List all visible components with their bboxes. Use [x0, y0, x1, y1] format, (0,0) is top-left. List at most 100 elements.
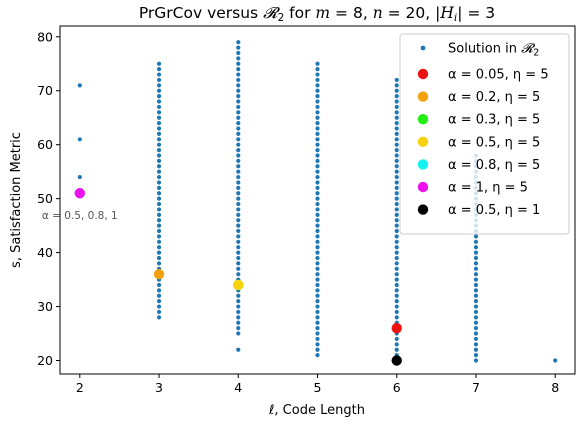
solution-point — [315, 137, 320, 142]
solution-point — [473, 347, 479, 352]
solution-point — [156, 304, 162, 309]
solution-point — [236, 137, 241, 142]
solution-point — [394, 299, 399, 304]
solution-point — [315, 180, 320, 185]
solution-point — [156, 158, 162, 163]
y-axis-label: s, Satisfaction Metric — [9, 132, 24, 268]
solution-point — [473, 304, 479, 309]
solution-point — [315, 99, 320, 104]
solution-point — [156, 126, 162, 131]
legend-label-4: α = 0.8, η = 5 — [448, 158, 540, 173]
solution-point — [236, 104, 241, 110]
solution-point — [156, 115, 162, 120]
solution-point — [236, 315, 241, 320]
solution-point — [236, 110, 241, 115]
legend-marker-5 — [417, 181, 429, 193]
highlight-point-6 — [391, 355, 402, 366]
solution-point — [236, 153, 241, 158]
solution-point — [315, 169, 320, 174]
solution-point — [473, 266, 479, 271]
solution-point — [315, 353, 320, 358]
legend-marker-1 — [417, 91, 429, 102]
solution-point — [473, 315, 479, 320]
solution-point — [315, 309, 320, 315]
solution-point — [156, 239, 162, 244]
solution-point — [315, 191, 320, 196]
solution-point — [473, 239, 479, 244]
solution-point — [315, 207, 320, 212]
solution-point — [236, 347, 241, 352]
solution-point — [315, 153, 320, 158]
solution-point — [473, 293, 479, 298]
solution-point — [156, 83, 162, 88]
solution-point — [236, 126, 241, 131]
solution-point — [236, 228, 241, 234]
solution-point — [394, 174, 399, 180]
legend-items: α = 0.05, η = 5 α = 0.2, η = 5 α = 0.3, η … — [417, 68, 549, 218]
y-tick-label: 70 — [37, 83, 53, 98]
solution-point — [315, 326, 320, 331]
solution-point — [156, 88, 162, 93]
solution-point — [315, 77, 320, 83]
highlight-point-5 — [74, 188, 86, 199]
solution-point — [394, 255, 399, 261]
solution-point — [394, 309, 399, 315]
solution-point — [394, 266, 399, 271]
solution-point — [156, 218, 162, 223]
x-tick-label: 6 — [393, 380, 401, 395]
solution-point — [156, 164, 162, 169]
solution-point — [394, 261, 399, 266]
solution-point — [236, 326, 241, 331]
solution-point — [394, 272, 399, 277]
solution-point — [315, 331, 320, 336]
x-tick-label: 5 — [314, 380, 322, 395]
solution-point — [315, 110, 320, 115]
x-tick-label: 4 — [234, 380, 242, 395]
solution-point — [236, 45, 241, 50]
solution-point — [236, 320, 241, 325]
solution-point — [315, 277, 320, 282]
solution-point — [394, 94, 399, 99]
solution-point — [315, 104, 320, 110]
solution-point — [315, 245, 320, 250]
solution-point — [394, 250, 399, 255]
solution-point — [156, 234, 162, 239]
solution-point — [394, 142, 399, 147]
solution-point — [394, 228, 399, 234]
solution-point — [236, 201, 241, 207]
solution-point — [315, 126, 320, 131]
solution-point — [394, 239, 399, 244]
solution-point — [156, 191, 162, 196]
solution-point — [473, 282, 479, 288]
solution-point — [394, 104, 399, 110]
solution-point — [473, 309, 479, 315]
solution-point — [156, 104, 162, 110]
solution-point — [156, 61, 162, 66]
x-axis-label: ℓ, Code Length — [268, 403, 365, 418]
y-tick-label: 50 — [37, 191, 53, 206]
solution-point — [394, 288, 399, 293]
solution-point — [236, 234, 241, 239]
solution-point — [156, 223, 162, 228]
solution-point — [394, 77, 399, 83]
solution-point — [236, 218, 241, 223]
annotation-label: α = 0.5, 0.8, 1 — [42, 210, 118, 222]
legend-label-1: α = 0.2, η = 5 — [448, 90, 540, 105]
solution-point — [394, 115, 399, 120]
legend-marker-4 — [417, 159, 429, 170]
solution-point — [236, 61, 241, 66]
solution-point — [156, 261, 162, 266]
solution-point — [315, 174, 320, 180]
solution-point — [156, 185, 162, 190]
solution-point — [394, 169, 399, 174]
solution-point — [156, 153, 162, 158]
solution-point — [315, 288, 320, 293]
solution-point — [77, 174, 82, 180]
solution-point — [156, 99, 162, 104]
solution-point — [315, 282, 320, 288]
solution-point — [315, 342, 320, 347]
solution-point — [236, 180, 241, 185]
legend-label-5: α = 1, η = 5 — [448, 181, 528, 196]
solution-point — [394, 126, 399, 131]
